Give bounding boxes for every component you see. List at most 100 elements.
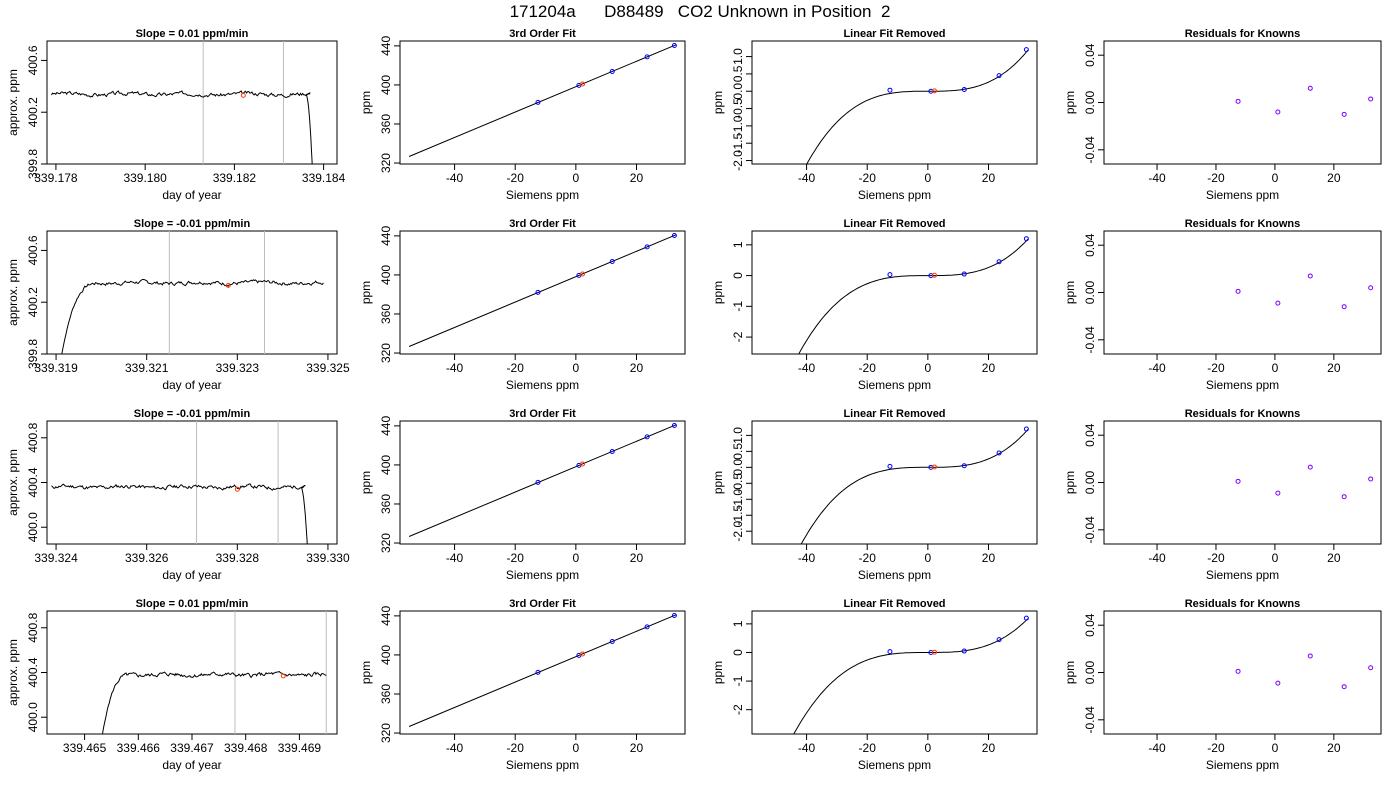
panel-title: Residuals for Knowns	[1185, 598, 1301, 610]
y-tick-label: 0.0	[731, 83, 745, 100]
known-point	[996, 450, 1002, 456]
y-tick-label: 0.04	[1083, 613, 1097, 637]
data-trace	[61, 279, 324, 354]
panel-r4-c4: Residuals for Knowns -40 -20 0 20 -0.04 0.00 0.…	[1063, 598, 1382, 772]
plot-frame	[399, 230, 686, 355]
panel-r3-c1: Slope = -0.01 ppm/min 339.324 339.326 339.3…	[6, 408, 350, 582]
fit-line	[408, 44, 677, 157]
y-tick-label: 0.00	[1083, 660, 1097, 684]
known-point	[671, 232, 677, 238]
panel-title: Residuals for Knowns	[1185, 218, 1301, 230]
residual-point	[1307, 273, 1313, 279]
x-tick-label: 0	[925, 361, 932, 375]
y-tick-label: 0.0	[731, 459, 745, 476]
x-tick-label: -20	[1207, 361, 1225, 375]
unknown-point	[580, 271, 586, 277]
known-point	[1023, 236, 1029, 242]
y-axis-label: ppm	[1063, 91, 1077, 114]
x-tick-label: -40	[446, 171, 464, 185]
known-point	[644, 624, 650, 630]
plot-area	[408, 232, 677, 347]
x-tick-label: 339.321	[125, 361, 169, 375]
x-tick-label: -40	[1148, 741, 1166, 755]
y-tick-label: 440	[379, 606, 393, 626]
plot-area	[1235, 85, 1374, 117]
plot-area	[798, 236, 1029, 354]
residual-point	[1307, 653, 1313, 659]
y-tick-label: 0.00	[1083, 90, 1097, 114]
unknown-point	[580, 461, 586, 467]
panel-r1-c1: Slope = 0.01 ppm/min 339.178 339.180 339.18…	[6, 28, 346, 202]
y-axis-label: ppm	[1063, 661, 1077, 684]
x-tick-label: -20	[1207, 551, 1225, 565]
x-tick-label: -20	[859, 171, 877, 185]
panel-title: Slope = -0.01 ppm/min	[134, 408, 251, 420]
y-tick-label: 0.04	[1083, 233, 1097, 257]
y-tick-label: 360	[379, 114, 393, 134]
x-tick-label: -40	[798, 551, 816, 565]
known-point	[1023, 615, 1029, 621]
x-tick-label: -20	[859, 361, 877, 375]
residual-point	[1275, 300, 1281, 306]
y-tick-label: -1	[731, 301, 745, 312]
x-tick-label: 20	[630, 171, 644, 185]
plot-area	[1235, 273, 1374, 310]
known-point	[961, 648, 967, 654]
panel-title: Linear Fit Removed	[843, 218, 945, 230]
unknown-point	[932, 272, 938, 278]
data-trace	[101, 671, 327, 734]
panel-r1-c2: 3rd Order Fit -40 -20 0 20 320 360 400 440 Siemen…	[359, 28, 686, 202]
panel-r2-c1: Slope = -0.01 ppm/min 339.319 339.321 339.3…	[6, 218, 350, 392]
x-tick-label: 339.324	[34, 551, 78, 565]
known-point	[996, 73, 1002, 79]
plot-area	[1235, 653, 1374, 690]
x-tick-label: 0	[573, 741, 580, 755]
x-tick-label: 20	[982, 361, 996, 375]
y-tick-label: 320	[379, 723, 393, 743]
known-point	[961, 463, 967, 469]
y-tick-label: 400.6	[26, 235, 40, 265]
plot-area	[51, 421, 308, 544]
x-tick-label: 339.328	[216, 551, 260, 565]
plot-area	[408, 42, 677, 157]
x-tick-label: 339.182	[213, 171, 257, 185]
known-point	[961, 271, 967, 277]
x-tick-label: -20	[859, 741, 877, 755]
x-tick-label: -20	[507, 361, 525, 375]
panel-r4-c3: Linear Fit Removed -40 -20 0 20 -2 -1 0 1 Siemens…	[711, 598, 1038, 772]
panel-r4-c1: Slope = 0.01 ppm/min 339.465 339.466 339.46…	[6, 598, 338, 772]
y-tick-label: 360	[379, 494, 393, 514]
known-point	[887, 87, 893, 93]
plot-frame	[399, 420, 686, 545]
y-tick-label: -0.04	[1083, 326, 1097, 354]
panel-r3-c4: Residuals for Knowns -40 -20 0 20 -0.04 0.00 0.…	[1063, 408, 1382, 582]
y-tick-label: -0.04	[1083, 516, 1097, 544]
x-axis-label: Siemens ppm	[1206, 378, 1279, 392]
y-tick-label: 320	[379, 343, 393, 363]
residual-point	[1275, 490, 1281, 496]
x-tick-label: 20	[630, 741, 644, 755]
y-tick-label: -2.0	[731, 150, 745, 171]
y-tick-label: 0.00	[1083, 470, 1097, 494]
known-point	[887, 272, 893, 278]
y-axis-label: approx. ppm	[6, 639, 20, 706]
known-point	[644, 54, 650, 60]
plot-area	[408, 612, 677, 727]
panel-r3-c3: Linear Fit Removed -40 -20 0 20 -2.0-1.5-1.0-…	[711, 408, 1038, 582]
panel-title: 3rd Order Fit	[509, 28, 576, 40]
x-tick-label: -40	[798, 741, 816, 755]
y-tick-label: -1.0	[731, 115, 745, 136]
residual-point	[1235, 288, 1241, 294]
x-axis-label: Siemens ppm	[858, 758, 931, 772]
x-tick-label: -20	[507, 741, 525, 755]
cubic-curve	[793, 618, 1029, 734]
y-axis-label: approx. ppm	[6, 449, 20, 516]
x-tick-label: 0	[573, 551, 580, 565]
x-tick-label: -40	[446, 361, 464, 375]
plot-frame	[46, 230, 338, 355]
plot-area	[800, 426, 1029, 544]
residual-point	[1307, 85, 1313, 91]
plot-frame	[1103, 420, 1382, 545]
panel-r1-c4: Residuals for Knowns -40 -20 0 20 -0.04 0.00 0.…	[1063, 28, 1382, 202]
